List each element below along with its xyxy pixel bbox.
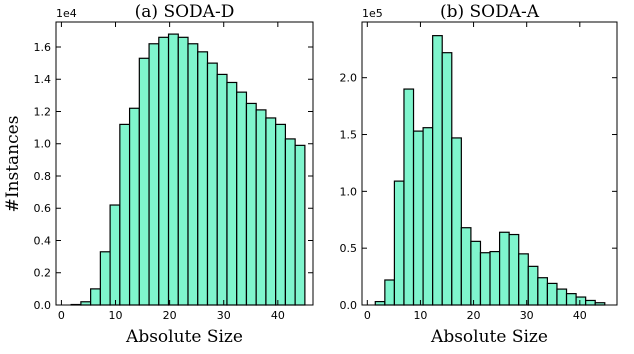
bar	[206, 62, 218, 306]
bar	[245, 102, 257, 306]
y-tick-label: 0.6	[34, 202, 52, 215]
bar	[470, 240, 482, 306]
bar	[527, 265, 539, 306]
y-tick-label: 1.0	[34, 138, 52, 151]
bar	[109, 204, 121, 306]
bar	[177, 36, 189, 306]
bar	[412, 130, 424, 306]
bar	[158, 36, 170, 306]
x-tick-label: 10	[413, 309, 427, 322]
x-tick-label: 30	[217, 309, 231, 322]
y-tick-label: 0.0	[34, 299, 52, 312]
bar	[119, 123, 131, 306]
x-tick-label: 0	[58, 309, 65, 322]
bar	[546, 282, 558, 306]
offset-label: 1e5	[362, 7, 383, 20]
bar	[255, 109, 267, 306]
bar	[138, 57, 150, 306]
x-tick-label: 20	[467, 309, 481, 322]
bar	[489, 250, 501, 306]
y-tick-label: 0.8	[34, 170, 52, 183]
y-tick-label: 0.0	[340, 299, 358, 312]
bar	[432, 35, 443, 306]
bar	[508, 233, 520, 306]
offset-label: 1e4	[56, 7, 77, 20]
bar	[284, 138, 296, 306]
x-axis-label: Absolute Size	[430, 327, 548, 347]
bar	[384, 279, 396, 306]
bar	[226, 81, 238, 306]
bar	[565, 293, 577, 306]
bar	[441, 52, 453, 306]
bar	[128, 107, 140, 306]
bar	[148, 43, 160, 306]
x-tick-label: 20	[163, 309, 177, 322]
y-tick-label: 1.4	[34, 73, 52, 86]
plot-frame	[55, 21, 314, 306]
bar	[460, 227, 472, 306]
y-tick-label: 1.6	[34, 41, 52, 54]
x-tick-label: 30	[520, 309, 534, 322]
bar	[374, 300, 386, 306]
y-tick-label: 1.0	[340, 185, 358, 198]
bar	[167, 33, 179, 306]
bar	[393, 180, 405, 306]
bar	[451, 137, 462, 306]
bar	[422, 127, 434, 306]
plot-frame	[361, 21, 618, 306]
bar	[403, 88, 415, 306]
bar	[518, 253, 529, 306]
bar	[275, 123, 287, 306]
x-axis-label: Absolute Size	[125, 327, 243, 347]
bar	[265, 117, 277, 306]
x-tick-label: 10	[109, 309, 123, 322]
bar	[197, 51, 209, 306]
bar	[585, 299, 596, 306]
y-tick-label: 1.5	[340, 129, 358, 142]
bar	[294, 144, 306, 306]
bar	[236, 91, 248, 306]
x-tick-label: 0	[364, 309, 371, 322]
y-tick-label: 0.5	[340, 242, 358, 255]
bar	[479, 252, 491, 306]
y-tick-label: 1.2	[34, 105, 52, 118]
x-tick-label: 40	[271, 309, 285, 322]
bar	[498, 231, 510, 306]
bar	[216, 73, 228, 306]
bar	[556, 288, 568, 306]
subplot-title: (a) SODA-D	[135, 2, 235, 22]
y-tick-label: 2.0	[340, 72, 358, 85]
bar	[537, 277, 549, 306]
bar	[90, 288, 101, 306]
y-axis-label: #Instances	[3, 116, 23, 213]
bar	[99, 251, 111, 306]
subplot-title: (b) SODA-A	[440, 2, 540, 22]
bar	[575, 296, 587, 306]
bar	[187, 43, 199, 306]
y-tick-label: 0.2	[34, 267, 52, 280]
y-tick-label: 0.4	[34, 234, 52, 247]
x-tick-label: 40	[573, 309, 587, 322]
